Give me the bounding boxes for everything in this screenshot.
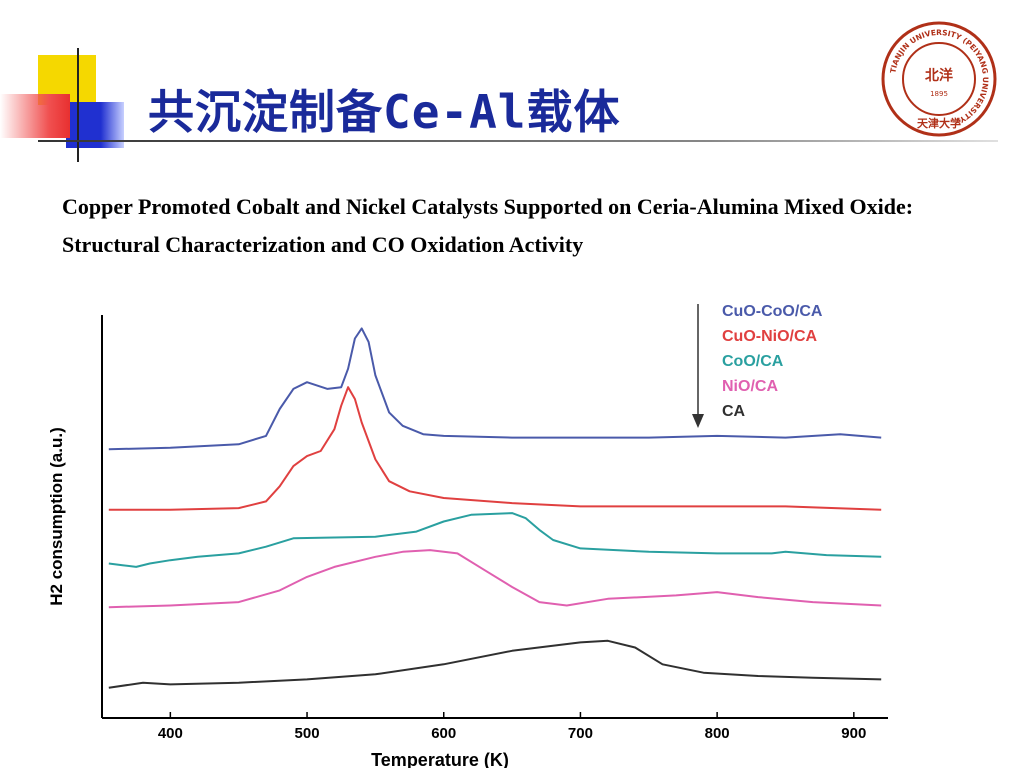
series-line-cuo-nio-ca <box>108 386 882 511</box>
deco-red-bar <box>0 94 70 138</box>
x-tick-label-500: 500 <box>295 725 320 742</box>
x-tick-label-600: 600 <box>431 725 456 742</box>
legend-entry-cuo-coo-ca: CuO-CoO/CA <box>722 303 823 320</box>
tpr-chart: 400 500 600 700 800 900 Temperature (K) H2 cons… <box>47 303 888 768</box>
legend-arrow-head <box>692 414 704 428</box>
logo-bottom-text: 天津大学 <box>917 116 961 130</box>
legend-entry-ca: CA <box>722 403 746 420</box>
x-tick-label-700: 700 <box>568 725 593 742</box>
logo-year-text: 1895 <box>930 90 948 98</box>
deco-vertical-line <box>77 48 79 162</box>
deco-horizontal-line <box>38 140 998 142</box>
legend-entry-coo-ca: CoO/CA <box>722 353 784 370</box>
slide-title: 共沉淀制备Ce-Al载体 <box>148 85 621 139</box>
series-line-ca <box>108 639 882 689</box>
x-tick-label-800: 800 <box>705 725 730 742</box>
x-axis-label: Temperature (K) <box>371 750 509 768</box>
x-tick-label-400: 400 <box>158 725 183 742</box>
y-axis-label: H2 consumption (a.u.) <box>47 427 66 606</box>
university-seal-logo: TIANJIN UNIVERSITY (PEIYANG UNIVERSITY) … <box>881 21 997 137</box>
x-tick-label-900: 900 <box>841 725 866 742</box>
legend-entry-nio-ca: NiO/CA <box>722 378 778 395</box>
paper-title: Copper Promoted Cobalt and Nickel Cataly… <box>62 194 914 257</box>
legend-entry-cuo-nio-ca: CuO-NiO/CA <box>722 328 818 345</box>
logo-center-text: 北洋 <box>925 67 953 84</box>
series-line-nio-ca <box>108 549 882 609</box>
series-line-cuo-coo-ca <box>108 327 882 451</box>
series-line-coo-ca <box>108 512 882 568</box>
